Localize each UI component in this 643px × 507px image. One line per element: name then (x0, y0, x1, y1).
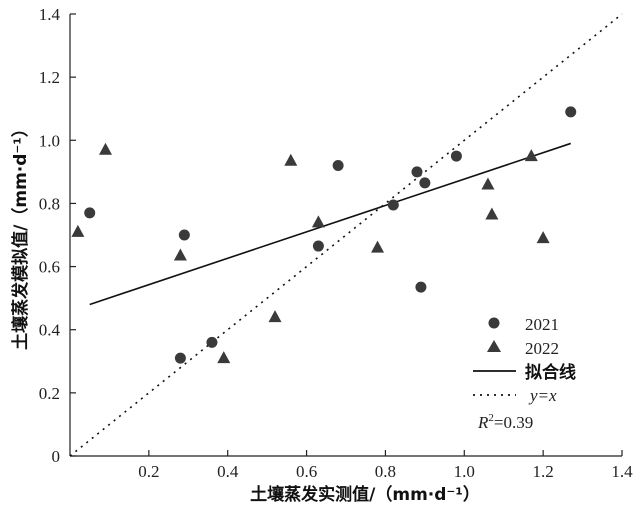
y-tick-label: 0.2 (39, 384, 60, 403)
x-tick-label: 1.2 (533, 462, 554, 481)
data-point-2021 (565, 106, 577, 118)
axes (69, 14, 622, 457)
data-point-2021 (450, 150, 462, 162)
data-point-2022 (371, 240, 385, 253)
ticks: 0.2 0.4 0.6 0.8 1.0 1.2 1.4 0 0.2 0.4 0.6 0.8 1.0 1.2… (39, 5, 633, 481)
x-tick-label: 1.4 (611, 462, 633, 481)
legend: 2021 2022 拟合线 y=x (473, 315, 576, 405)
fit-line (89, 142, 571, 306)
legend-marker-2021 (488, 317, 500, 329)
r2-annotation: R2=0.39 (477, 412, 533, 432)
legend-label-fit: 拟合线 (525, 362, 576, 383)
data-point-2021 (206, 336, 218, 348)
y-tick-label: 0.6 (39, 258, 60, 277)
data-point-2022 (524, 149, 538, 162)
legend-marker-2022 (487, 340, 501, 352)
data-point-2021 (415, 281, 427, 293)
data-point-2021 (387, 199, 399, 211)
legend-label-identity: y=x (528, 386, 557, 405)
y-axis-label: 土壤蒸发模拟值/（mm·d⁻¹） (10, 120, 31, 350)
data-point-2021 (419, 177, 431, 189)
data-point-2022 (311, 215, 325, 228)
data-point-2021 (312, 240, 324, 252)
legend-label-2021: 2021 (525, 315, 559, 334)
y-tick-label: 1.0 (39, 131, 60, 150)
data-points (71, 106, 577, 364)
y-tick-label: 1.4 (39, 5, 61, 24)
r2-superscript: 2 (488, 412, 494, 424)
data-point-2021 (174, 352, 186, 364)
x-tick-label: 0.6 (296, 462, 317, 481)
data-point-2022 (98, 142, 112, 155)
data-point-2021 (332, 160, 344, 172)
data-point-2022 (284, 153, 298, 166)
x-tick-label: 0.2 (138, 462, 159, 481)
x-tick-label: 0.8 (375, 462, 396, 481)
data-point-2022 (268, 310, 282, 323)
data-point-2022 (71, 224, 85, 237)
data-point-2021 (178, 229, 190, 241)
y-tick-label: 0 (52, 447, 61, 466)
identity-line (69, 13, 623, 457)
x-axis-label: 土壤蒸发实测值/（mm·d⁻¹） (250, 484, 480, 505)
data-point-2022 (217, 351, 231, 364)
data-point-2022 (536, 231, 550, 244)
x-tick-label: 0.4 (217, 462, 239, 481)
r2-symbol: R (477, 413, 489, 432)
legend-label-2022: 2022 (525, 339, 559, 358)
y-tick-label: 1.2 (39, 68, 60, 87)
r2-value: =0.39 (494, 413, 533, 432)
data-point-2022 (485, 207, 499, 220)
data-point-2021 (411, 166, 423, 178)
y-tick-label: 0.8 (39, 194, 60, 213)
data-point-2021 (84, 207, 96, 219)
y-tick-label: 0.4 (39, 321, 61, 340)
data-point-2022 (481, 177, 495, 190)
x-tick-label: 1.0 (454, 462, 475, 481)
reference-lines (69, 13, 623, 457)
data-point-2022 (173, 248, 187, 261)
